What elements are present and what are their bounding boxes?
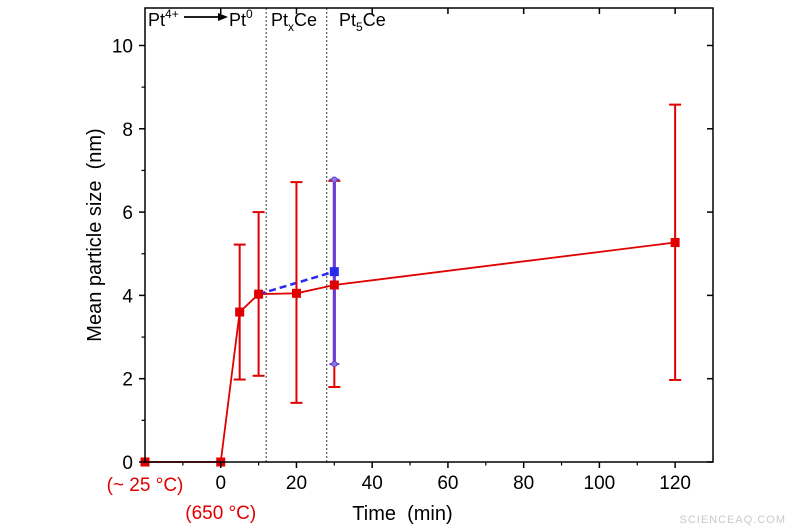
region-label-pt5ce: Pt5Ce — [339, 10, 386, 34]
x-tick-label: 80 — [513, 473, 534, 494]
x-tick-label: 100 — [584, 473, 616, 494]
region-label-pt4: Pt4+ — [148, 7, 179, 30]
data-point — [254, 289, 264, 299]
series-1-line — [145, 241, 676, 463]
temperature-label: (650 °C) — [185, 503, 256, 524]
y-tick-label: 4 — [122, 286, 133, 307]
y-axis-title: Mean particle size (nm) — [84, 128, 106, 341]
data-point — [291, 288, 301, 298]
data-point — [329, 267, 339, 277]
x-axis-title: Time (min) — [352, 503, 452, 525]
data-point — [235, 307, 245, 317]
arrow-head — [218, 13, 228, 21]
y-tick-label: 0 — [122, 453, 133, 474]
x-tick-label: 20 — [286, 473, 307, 494]
x-tick-label: 0 — [215, 473, 226, 494]
y-tick-label: 10 — [112, 36, 133, 57]
plot-frame — [144, 7, 714, 463]
data-markers — [140, 237, 680, 467]
chart-text: 0 20 40 60 80 100 120 0 2 4 6 8 10 (~ 25 °C)(650 °C) T… — [84, 7, 691, 525]
x-tick-label: 40 — [362, 473, 383, 494]
region-label-pt0: Pt0 — [229, 7, 253, 30]
x-tick-label: 60 — [437, 473, 458, 494]
region-label-ptxce: PtxCe — [271, 10, 317, 34]
data-point — [670, 237, 680, 247]
y-tick-label: 6 — [122, 203, 133, 224]
x-tick-label: 120 — [659, 473, 691, 494]
error-bar-cap-dot — [331, 361, 338, 368]
error-bars — [233, 103, 682, 404]
data-point — [329, 280, 339, 290]
temperature-label: (~ 25 °C) — [107, 475, 184, 496]
series-lines — [145, 241, 676, 463]
error-bar-cap-dot — [331, 176, 338, 183]
y-tick-label: 8 — [122, 120, 133, 141]
y-tick-label: 2 — [122, 370, 133, 391]
axes — [139, 7, 714, 468]
watermark: SCIENCEAQ.COM — [679, 514, 786, 526]
